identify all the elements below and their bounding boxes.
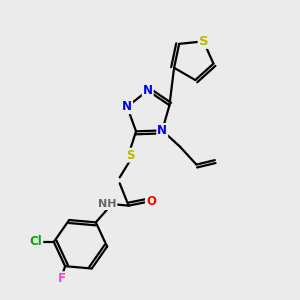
Text: S: S bbox=[199, 35, 208, 48]
Text: N: N bbox=[122, 100, 132, 113]
Text: O: O bbox=[146, 195, 156, 208]
Text: N: N bbox=[157, 124, 167, 137]
Text: N: N bbox=[143, 84, 153, 97]
Text: F: F bbox=[58, 272, 66, 285]
Text: S: S bbox=[126, 148, 134, 162]
Text: NH: NH bbox=[98, 199, 116, 209]
Text: Cl: Cl bbox=[30, 236, 42, 248]
